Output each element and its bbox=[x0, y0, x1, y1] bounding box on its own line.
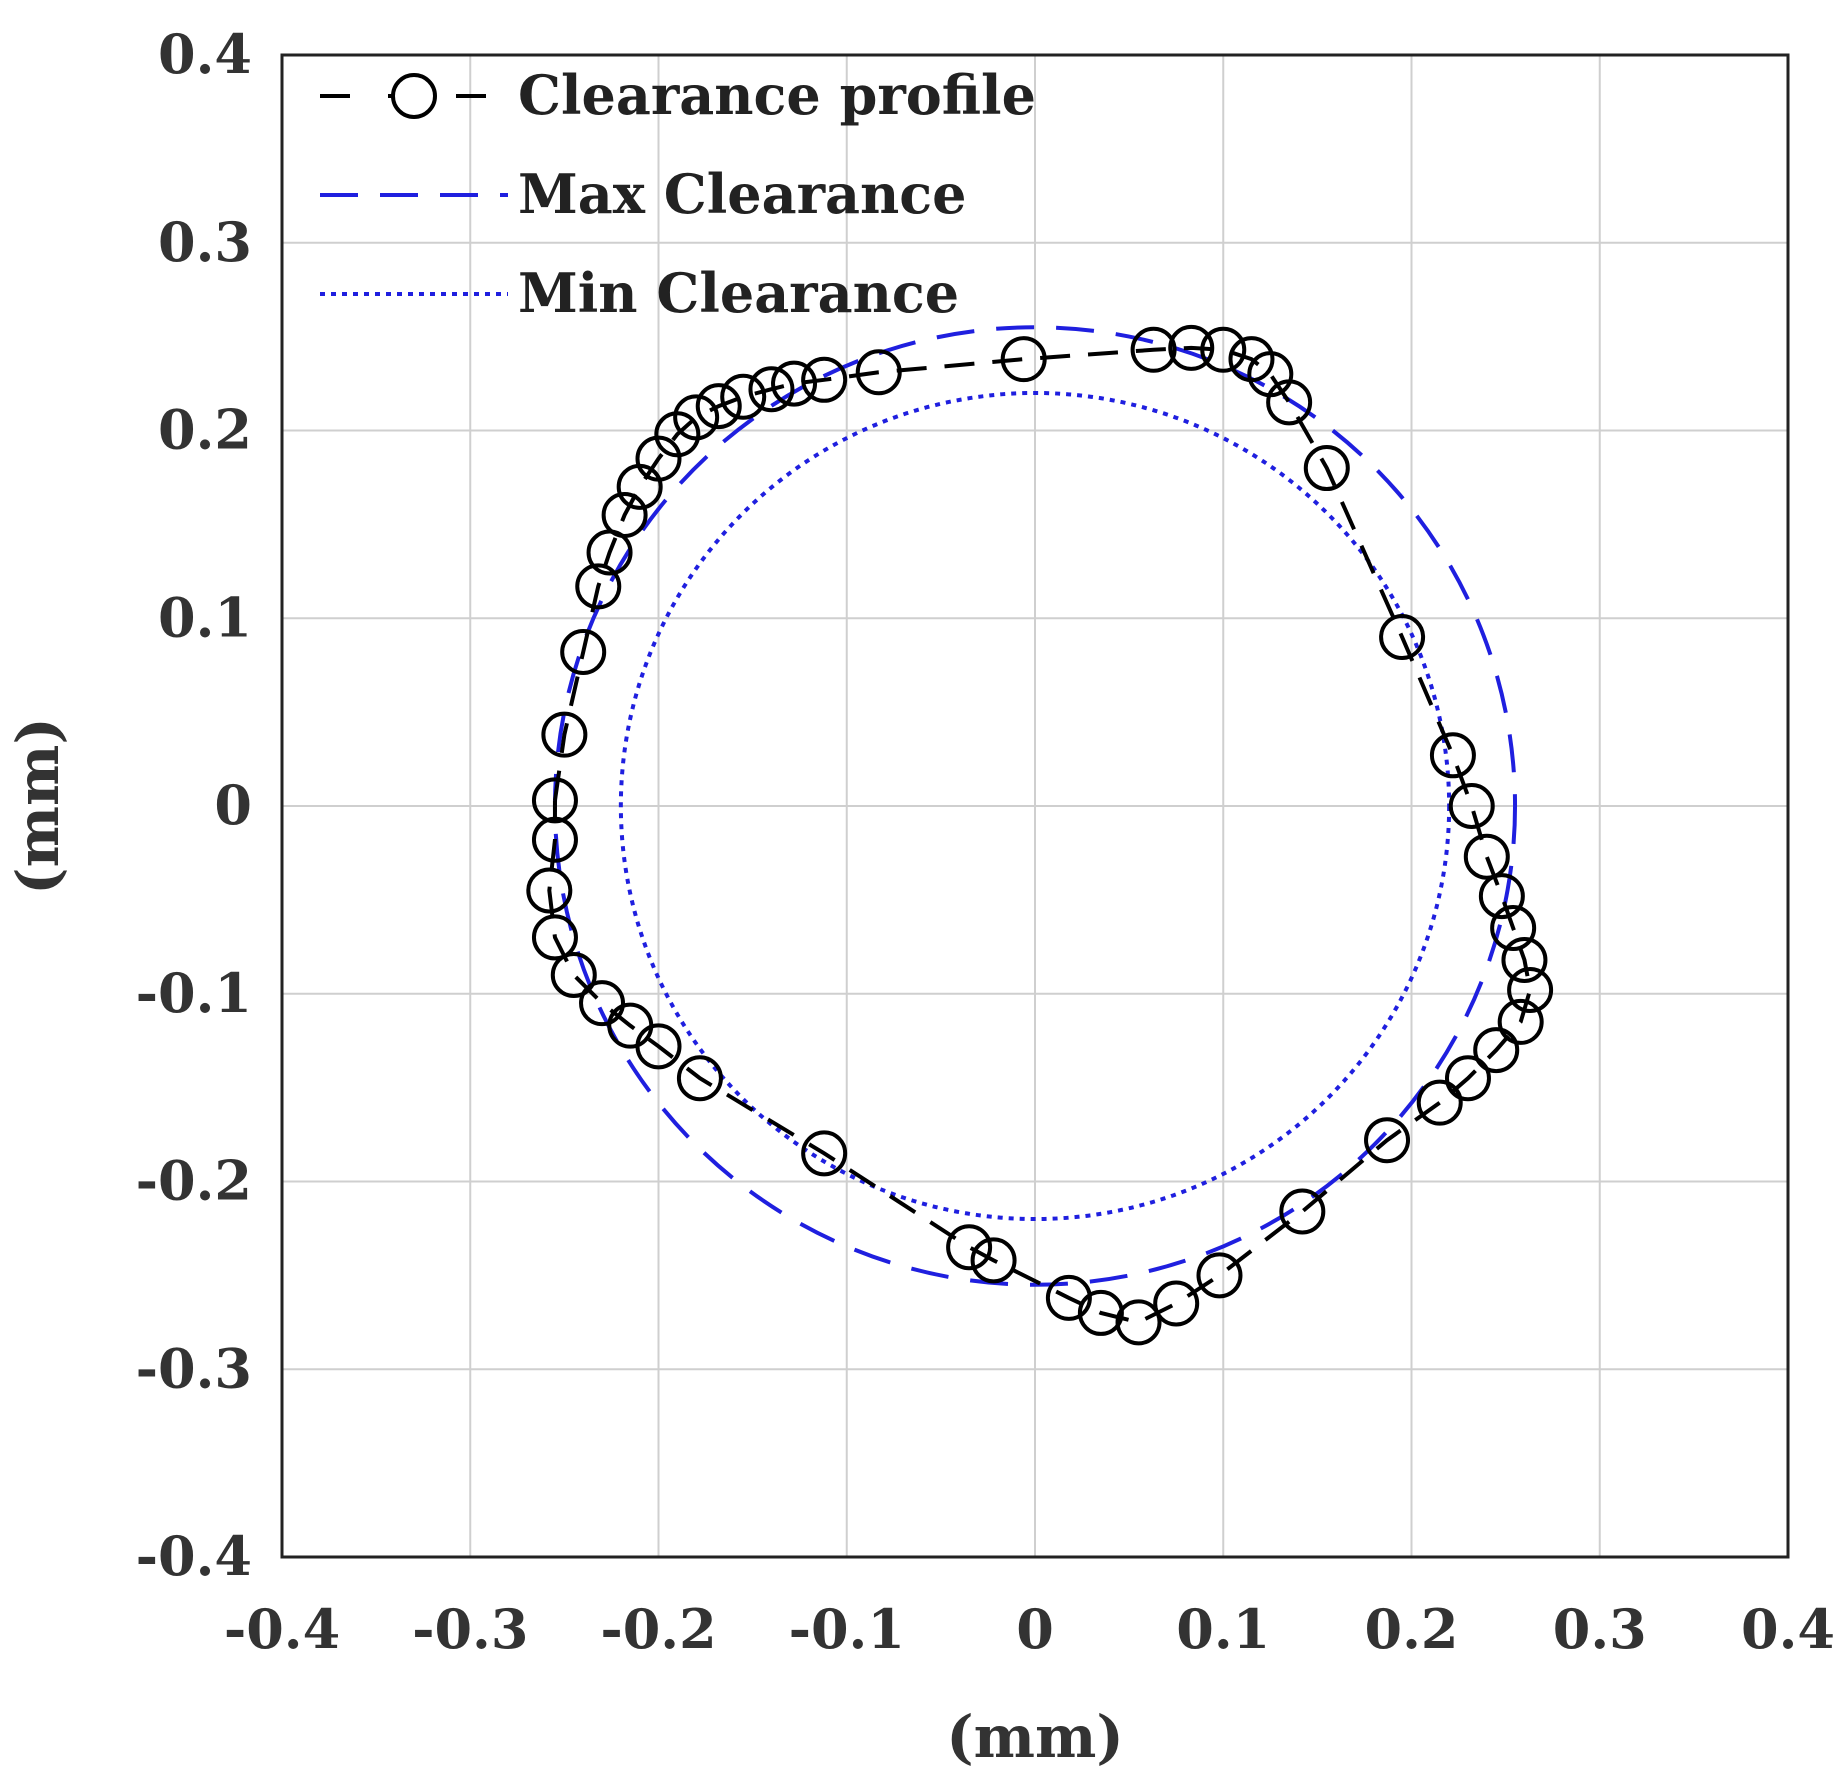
legend-label: Min Clearance bbox=[518, 261, 959, 325]
clearance-profile-point bbox=[695, 383, 742, 430]
x-tick-label: -0.1 bbox=[789, 1597, 905, 1661]
x-tick-label: 0.4 bbox=[1741, 1597, 1835, 1661]
y-tick-label: 0.1 bbox=[158, 585, 252, 649]
clearance-profile-point bbox=[1497, 998, 1544, 1045]
clearance-profile-point bbox=[946, 1224, 993, 1271]
clearance-profile-point bbox=[575, 563, 622, 610]
legend-label: Max Clearance bbox=[518, 162, 967, 226]
clearance-profile-point bbox=[1130, 326, 1177, 373]
clearance-profile-point bbox=[531, 914, 578, 961]
x-tick-label: 0.1 bbox=[1176, 1597, 1270, 1661]
clearance-profile-point bbox=[1478, 873, 1525, 920]
clearance-profile-point bbox=[771, 360, 818, 407]
clearance-profile-point bbox=[1429, 732, 1476, 779]
clearance-profile-point bbox=[1045, 1274, 1092, 1321]
clearance-profile-point bbox=[1364, 1117, 1411, 1164]
clearance-profile-point bbox=[1077, 1289, 1124, 1336]
clearance-profile-point bbox=[1507, 966, 1554, 1013]
clearance-profile-point bbox=[1153, 1280, 1200, 1327]
clearance-profile-point bbox=[1168, 324, 1215, 371]
x-tick-label: -0.4 bbox=[224, 1597, 340, 1661]
clearance-profile-point bbox=[550, 951, 597, 998]
y-tick-label: 0.3 bbox=[158, 210, 252, 274]
y-tick-label: 0.2 bbox=[158, 398, 252, 462]
clearance-profile-point bbox=[1000, 336, 1047, 383]
clearance-profile-point bbox=[531, 777, 578, 824]
clearance-profile-point bbox=[526, 867, 573, 914]
x-tick-label: 0.3 bbox=[1553, 1597, 1647, 1661]
clearance-profile-point bbox=[801, 1130, 848, 1177]
legend: Clearance profile Max Clearance Min Cleara… bbox=[320, 63, 1036, 325]
clearance-profile-point bbox=[676, 1055, 723, 1102]
clearance-profile-point bbox=[1196, 1252, 1243, 1299]
legend-label: Clearance profile bbox=[518, 63, 1036, 127]
clearance-profile-point bbox=[1490, 905, 1537, 952]
clearance-profile-point bbox=[1303, 445, 1350, 492]
x-tick-label: -0.3 bbox=[412, 1597, 528, 1661]
clearance-profile-point bbox=[531, 816, 578, 863]
y-tick-label: -0.2 bbox=[136, 1149, 252, 1213]
plot-frame bbox=[280, 53, 1790, 1559]
legend-clearance-profile-marker bbox=[391, 73, 437, 119]
clearance-profile-point bbox=[801, 356, 848, 403]
grid bbox=[282, 55, 1788, 1557]
y-tick-label: 0.4 bbox=[158, 22, 252, 86]
clearance-profile-point bbox=[1416, 1079, 1463, 1126]
y-tick-label: 0 bbox=[214, 773, 252, 837]
clearance-profile-point bbox=[673, 394, 720, 441]
clearance-profile-point bbox=[601, 491, 648, 538]
clearance-profile-point bbox=[855, 349, 902, 396]
clearance-profile-point bbox=[1444, 1055, 1491, 1102]
clearance-profile-markers bbox=[526, 324, 1554, 1346]
clearance-profile-point bbox=[1379, 614, 1426, 661]
clearance-profile-point bbox=[970, 1237, 1017, 1284]
clearance-profile-point bbox=[607, 1002, 654, 1049]
clearance-profile-point bbox=[1266, 379, 1313, 426]
y-tick-label: -0.3 bbox=[136, 1336, 252, 1400]
x-axis-title: (mm) bbox=[946, 1703, 1124, 1771]
x-tick-label: -0.2 bbox=[600, 1597, 716, 1661]
clearance-profile-point bbox=[1279, 1188, 1326, 1235]
clearance-profile-point bbox=[579, 980, 626, 1027]
clearance-profile-point bbox=[560, 629, 607, 676]
x-tick-label: 0 bbox=[1016, 1597, 1054, 1661]
clearance-profile-point bbox=[1501, 936, 1548, 983]
clearance-profile-point bbox=[748, 366, 795, 413]
clearance-profile-point bbox=[1448, 783, 1495, 829]
clearance-profile-point bbox=[1463, 833, 1510, 880]
x-tick-label: 0.2 bbox=[1365, 1597, 1459, 1661]
x-tick-labels: -0.4 -0.3 -0.2 -0.1 0 0.1 0.2 0.3 0.4 bbox=[224, 1597, 1835, 1661]
y-axis-title: (mm) bbox=[4, 717, 72, 895]
y-tick-labels: -0.4 -0.3 -0.2 -0.1 0 0.1 0.2 0.3 0.4 bbox=[136, 22, 252, 1588]
y-tick-label: -0.1 bbox=[136, 961, 252, 1025]
clearance-profile-point bbox=[720, 373, 767, 420]
y-tick-label: -0.4 bbox=[136, 1524, 252, 1588]
clearance-profile-line bbox=[547, 345, 1533, 1325]
clearance-profile-point bbox=[1473, 1027, 1520, 1074]
clearance-profile-point bbox=[1200, 326, 1247, 373]
clearance-profile-point bbox=[541, 711, 588, 758]
